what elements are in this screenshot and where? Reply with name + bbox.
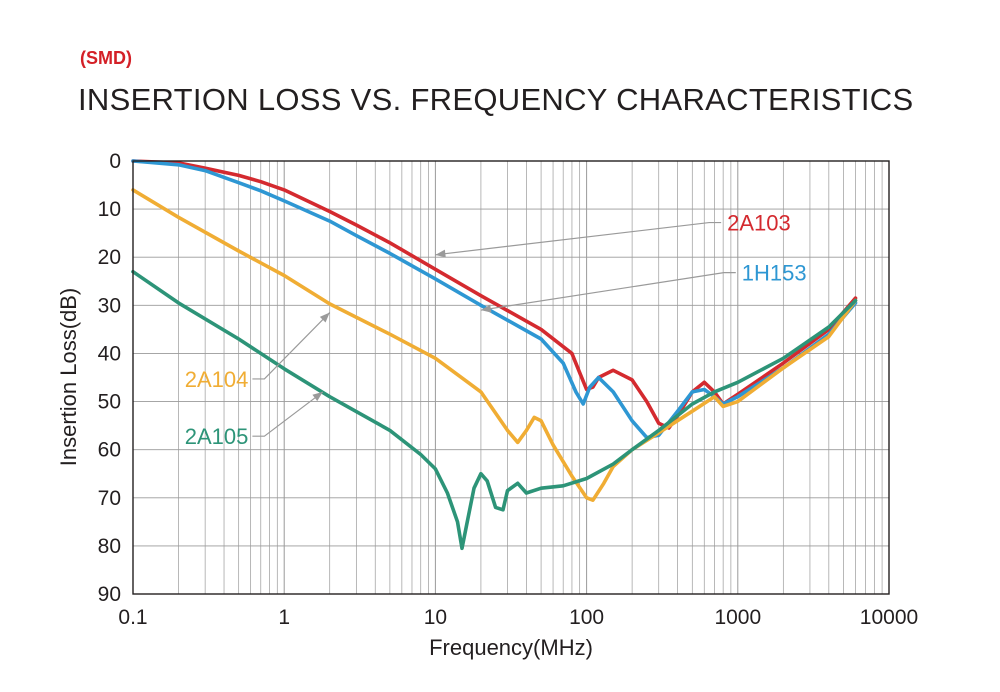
arrowhead-icon (319, 312, 330, 323)
y-axis-label: Insertion Loss(dB) (56, 288, 81, 467)
y-tick-label: 10 (98, 198, 121, 221)
smd-tag: (SMD) (80, 48, 132, 68)
grid (133, 161, 889, 594)
chart-title: INSERTION LOSS VS. FREQUENCY CHARACTERIS… (78, 82, 914, 117)
x-tick-label: 10000 (860, 606, 918, 629)
arrowhead-icon (480, 304, 492, 313)
plot-frame (132, 160, 890, 595)
series-line-2a104 (131, 188, 858, 502)
y-tick-label: 70 (98, 487, 121, 510)
x-tick-label: 10 (424, 606, 447, 629)
leader-line (252, 312, 331, 380)
x-axis-label: Frequency(MHz) (429, 635, 593, 660)
series-label-1h153: 1H153 (742, 261, 807, 286)
series-annotations: 2A103 1H153 2A104 2A105 (185, 211, 807, 450)
x-tick-label: 1 (278, 606, 290, 629)
y-tick-label: 40 (98, 342, 121, 365)
series-label-2a105: 2A105 (185, 424, 249, 449)
x-tick-label: 100 (569, 606, 604, 629)
leader-line (435, 221, 722, 256)
series-lines (131, 159, 858, 551)
y-tick-label: 80 (98, 535, 121, 558)
series-label-2a104: 2A104 (185, 367, 249, 392)
y-tick-label: 50 (98, 391, 121, 414)
series-label-2a103: 2A103 (727, 211, 791, 236)
y-tick-label: 30 (98, 294, 121, 317)
y-tick-label: 0 (109, 150, 121, 173)
x-tick-label: 0.1 (118, 606, 147, 629)
tick-labels: 0.1 1 10 100 1000 10000 0 10 20 30 40 50 60 70 80 90 (98, 150, 919, 629)
arrowhead-icon (435, 249, 446, 258)
x-tick-label: 1000 (714, 606, 761, 629)
y-tick-label: 20 (98, 246, 121, 269)
arrowhead-icon (312, 391, 323, 402)
leader-line (480, 272, 736, 311)
y-tick-label: 60 (98, 439, 121, 462)
series-line-2a105 (131, 269, 858, 551)
leader-line (252, 391, 324, 437)
y-tick-label: 90 (98, 583, 121, 606)
